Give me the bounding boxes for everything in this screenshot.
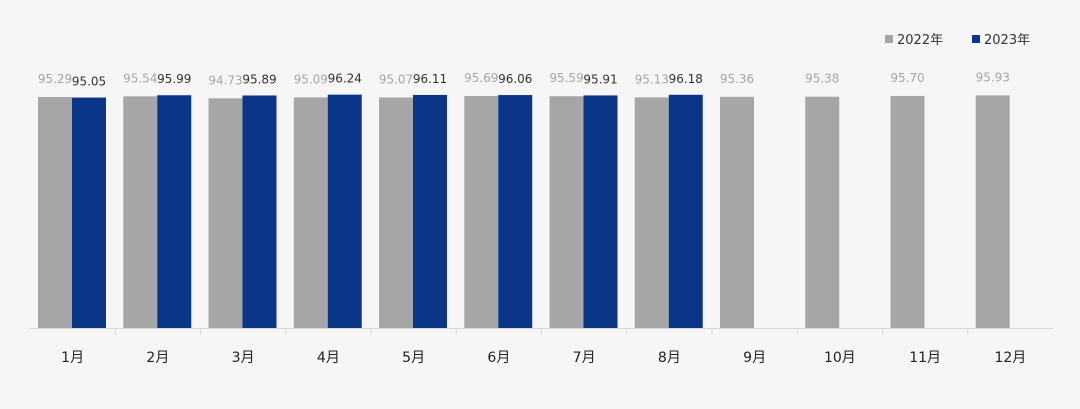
data-label-2022-3: 94.73	[208, 73, 242, 87]
bar-2023-3	[242, 95, 277, 329]
bar-2023-6	[498, 95, 533, 329]
data-label-2022-6: 95.69	[464, 71, 498, 85]
bar-2022-9	[720, 96, 754, 329]
legend-swatch-2022	[885, 35, 893, 43]
data-label-2023-4: 96.24	[328, 72, 362, 86]
data-label-2022-8: 95.13	[635, 72, 669, 86]
x-tick-label-11: 11月	[909, 350, 941, 366]
bar-2022-12	[975, 95, 1010, 329]
x-tick-label-5: 5月	[402, 350, 425, 366]
x-tick-label-10: 10月	[824, 350, 856, 366]
legend-label-2022: 2022年	[897, 33, 943, 48]
data-label-2023-8: 96.18	[669, 72, 703, 86]
bar-2023-4	[327, 94, 362, 329]
bar-2023-8	[668, 94, 703, 329]
bar-2022-1	[38, 96, 72, 329]
x-tick-label-9: 9月	[743, 350, 766, 366]
x-tick-label-4: 4月	[317, 350, 340, 366]
x-tick-label-6: 6月	[487, 350, 510, 366]
bar-2022-10	[805, 96, 840, 329]
data-label-2023-1: 95.05	[72, 75, 106, 89]
x-tick-label-8: 8月	[658, 350, 681, 366]
data-label-2023-5: 96.11	[413, 72, 447, 86]
data-label-2023-3: 95.89	[242, 72, 276, 86]
x-tick-label-7: 7月	[573, 350, 596, 366]
bar-2023-7	[583, 95, 618, 329]
bar-2022-6	[464, 95, 499, 329]
x-tick-label-1: 1月	[61, 350, 84, 366]
data-label-2023-7: 95.91	[583, 72, 617, 86]
bar-2023-1	[72, 97, 106, 329]
bars-layer	[38, 94, 1010, 329]
bar-2022-5	[379, 97, 413, 329]
data-label-2023-2: 95.99	[157, 72, 191, 86]
bar-2022-2	[123, 96, 158, 329]
data-label-2022-2: 95.54	[123, 71, 157, 85]
bar-2022-11	[890, 95, 925, 329]
data-label-2023-6: 96.06	[498, 72, 532, 86]
bar-2023-5	[413, 94, 447, 329]
x-tick-label-2: 2月	[146, 350, 169, 366]
x-tick-label-3: 3月	[232, 350, 255, 366]
bar-2023-2	[157, 95, 192, 329]
data-label-2022-7: 95.59	[549, 71, 583, 85]
data-label-2022-10: 95.38	[805, 72, 839, 86]
data-label-2022-9: 95.36	[720, 72, 754, 86]
value-labels-layer: 95.29 95.05 95.54 95.99 94.73 95.89 95.09 96.24…	[38, 70, 1010, 88]
data-label-2022-1: 95.29	[38, 72, 72, 86]
legend: 2022年 2023年	[885, 33, 1030, 48]
data-label-2022-5: 95.07	[379, 72, 413, 86]
bar-2022-8	[634, 97, 669, 329]
data-label-2022-12: 95.93	[976, 70, 1010, 84]
data-label-2022-4: 95.09	[294, 72, 328, 86]
bar-2022-7	[549, 96, 584, 329]
data-label-2022-11: 95.70	[890, 71, 924, 85]
legend-label-2023: 2023年	[984, 33, 1030, 48]
bar-2022-3	[208, 98, 243, 329]
x-axis: 1月 2月 3月 4月 5月 6月 7月 8月 9月 10月 11月 12月	[30, 328, 1053, 366]
bar-2022-4	[293, 97, 328, 329]
x-tick-label-12: 12月	[994, 350, 1026, 366]
legend-swatch-2023	[972, 35, 980, 43]
